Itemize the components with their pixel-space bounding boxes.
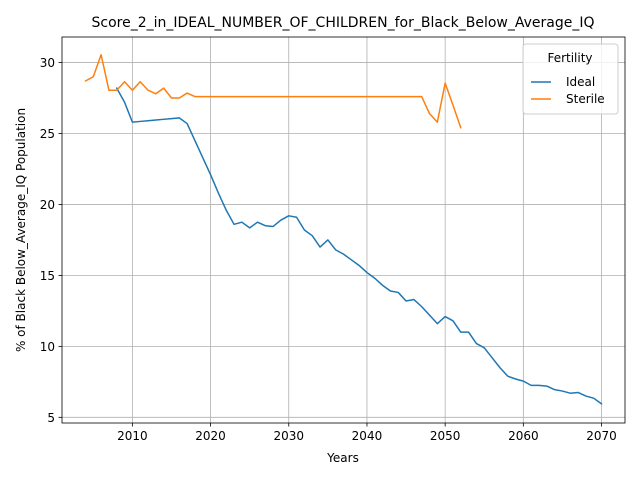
y-tick-label: 10 xyxy=(40,340,55,354)
y-tick-label: 30 xyxy=(40,56,55,70)
legend-label-ideal: Ideal xyxy=(566,75,595,89)
x-tick-label: 2070 xyxy=(586,429,617,443)
x-tick-label: 2050 xyxy=(430,429,461,443)
grid xyxy=(62,37,625,423)
y-tick-label: 20 xyxy=(40,198,55,212)
y-tick-label: 25 xyxy=(40,127,55,141)
legend: Fertility Ideal Sterile xyxy=(522,43,619,115)
plot-frame xyxy=(61,36,626,424)
x-tick-label: 2010 xyxy=(117,429,148,443)
x-axis-label: Years xyxy=(326,451,359,465)
ticks: 2010 2020 2030 2040 2050 2060 2070 5 10 15 20 25 30 xyxy=(40,56,617,443)
legend-title: Fertility xyxy=(547,51,592,65)
series-layer xyxy=(84,53,603,405)
y-tick-label: 5 xyxy=(47,411,55,425)
x-tick-label: 2030 xyxy=(273,429,304,443)
chart-title: Score_2_in_IDEAL_NUMBER_OF_CHILDREN_for_… xyxy=(91,15,594,31)
x-tick-label: 2040 xyxy=(352,429,383,443)
x-tick-label: 2060 xyxy=(508,429,539,443)
legend-label-sterile: Sterile xyxy=(566,92,605,106)
x-tick-label: 2020 xyxy=(195,429,226,443)
series-line-ideal xyxy=(115,87,603,405)
legend-box xyxy=(522,43,619,115)
series-line-sterile xyxy=(84,53,462,129)
y-tick-label: 15 xyxy=(40,269,55,283)
y-axis-label: % of Black Below_Average_IQ Population xyxy=(14,108,28,352)
